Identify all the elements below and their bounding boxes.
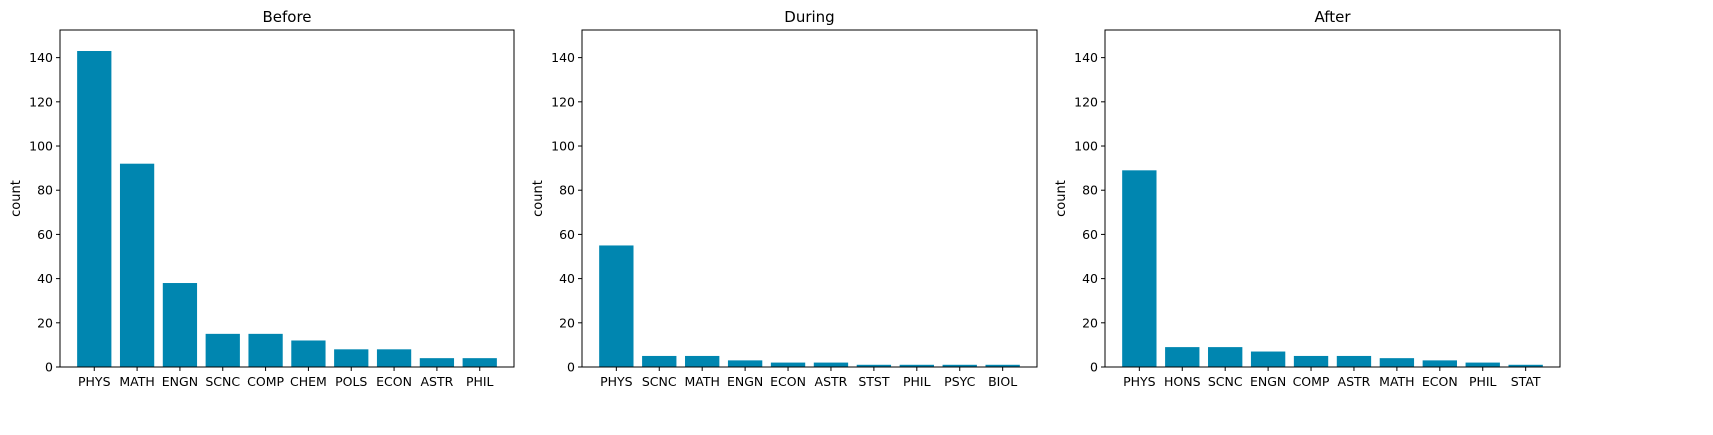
y-tick-label: 100: [29, 139, 53, 154]
bar-math: [1379, 358, 1415, 367]
bar-engn: [162, 283, 198, 367]
chart-title: Before: [262, 8, 311, 26]
bar-chem: [291, 340, 326, 367]
plot-frame: [581, 29, 1038, 368]
plot-frame: [59, 29, 515, 368]
x-tick-label: ECON: [1422, 374, 1458, 389]
bar-comp: [248, 333, 283, 367]
bar-scnc: [642, 355, 677, 367]
x-tick-label: PHIL: [903, 374, 931, 389]
y-tick-label: 120: [29, 94, 53, 109]
x-tick-label: MATH: [1379, 374, 1414, 389]
y-tick-label: 20: [37, 315, 53, 330]
x-tick-label: STST: [858, 374, 890, 389]
x-tick-label: PHYS: [1123, 374, 1156, 389]
x-tick-label: SCNC: [642, 374, 677, 389]
y-tick-label: 120: [1074, 94, 1098, 109]
x-tick-label: PSYC: [944, 374, 975, 389]
bar-math: [119, 163, 155, 367]
x-tick-label: SCNC: [1208, 374, 1243, 389]
x-tick-label: ECON: [770, 374, 806, 389]
bar-phys: [599, 245, 634, 367]
y-tick-label: 0: [45, 360, 53, 375]
x-tick-label: ENGN: [727, 374, 763, 389]
y-tick-label: 40: [559, 271, 575, 286]
bar-scnc: [1208, 347, 1243, 367]
bar-psyc: [942, 364, 977, 367]
bar-stst: [856, 364, 892, 367]
plot-frame: [1104, 29, 1561, 368]
x-tick-label: ENGN: [1250, 374, 1286, 389]
y-tick-label: 60: [559, 227, 575, 242]
x-tick-label: PHIL: [1469, 374, 1497, 389]
y-tick-label: 80: [37, 183, 53, 198]
y-tick-label: 60: [1082, 227, 1098, 242]
chart-panel-3: After count PHYS HONS SCNC ENGN COMP ASTR MATH EC…: [1054, 8, 1561, 389]
bar-econ: [376, 349, 412, 367]
bar-engn: [1250, 351, 1286, 367]
x-tick-label: ASTR: [420, 374, 453, 389]
bar-astr: [1336, 355, 1372, 367]
x-tick-label: STAT: [1511, 374, 1541, 389]
bar-pols: [334, 349, 369, 367]
y-tick-label: 20: [559, 315, 575, 330]
bar-phil: [462, 358, 497, 367]
y-tick-label: 140: [1074, 50, 1098, 65]
chart-panel-1: Before count PHYS MATH ENGN SCNC COMP CHEM POLS E…: [9, 8, 515, 389]
bar-astr: [813, 362, 849, 367]
x-tick-label: MATH: [684, 374, 719, 389]
bar-scnc: [205, 333, 240, 367]
y-tick-label: 100: [1074, 139, 1098, 154]
chart-title: After: [1314, 8, 1351, 26]
y-axis-label: count: [1054, 180, 1069, 217]
y-tick-label: 40: [37, 271, 53, 286]
x-tick-label: PHYS: [600, 374, 633, 389]
y-tick-label: 0: [567, 360, 575, 375]
y-tick-label: 0: [1090, 360, 1098, 375]
bar-phys: [1122, 170, 1157, 367]
chart-panel-2: During count PHYS SCNC MATH ENGN ECON ASTR STST P…: [531, 8, 1038, 389]
y-axis-label: count: [531, 180, 546, 217]
y-tick-label: 80: [1082, 183, 1098, 198]
y-tick-label: 120: [551, 94, 575, 109]
bar-math: [685, 355, 720, 367]
bar-hons: [1165, 347, 1200, 367]
bar-phil: [899, 364, 934, 367]
y-tick-label: 140: [29, 50, 53, 65]
x-tick-label: COMP: [1293, 374, 1330, 389]
x-tick-label: PHYS: [78, 374, 111, 389]
bar-phys: [77, 50, 112, 368]
bar-stat: [1508, 364, 1543, 367]
x-tick-label: ECON: [376, 374, 412, 389]
x-tick-label: HONS: [1164, 374, 1201, 389]
bar-comp: [1293, 355, 1329, 367]
y-tick-label: 20: [1082, 315, 1098, 330]
y-tick-label: 40: [1082, 271, 1098, 286]
x-tick-label: ASTR: [815, 374, 848, 389]
x-tick-label: BIOL: [988, 374, 1017, 389]
bar-engn: [727, 360, 763, 367]
bar-econ: [1422, 360, 1457, 367]
bar-econ: [770, 362, 806, 367]
x-tick-label: CHEM: [290, 374, 327, 389]
bar-biol: [985, 364, 1020, 367]
x-tick-label: ASTR: [1338, 374, 1371, 389]
x-tick-label: POLS: [335, 374, 367, 389]
y-axis-label: count: [9, 180, 24, 217]
x-tick-label: MATH: [119, 374, 154, 389]
x-tick-label: ENGN: [162, 374, 198, 389]
y-tick-label: 140: [551, 50, 575, 65]
bar-astr: [419, 358, 455, 367]
y-tick-label: 80: [559, 183, 575, 198]
bar-phil: [1465, 362, 1500, 367]
x-tick-label: SCNC: [205, 374, 240, 389]
x-tick-label: PHIL: [466, 374, 494, 389]
y-tick-label: 100: [551, 139, 575, 154]
y-tick-label: 60: [37, 227, 53, 242]
chart-title: During: [784, 8, 834, 26]
x-tick-label: COMP: [247, 374, 284, 389]
